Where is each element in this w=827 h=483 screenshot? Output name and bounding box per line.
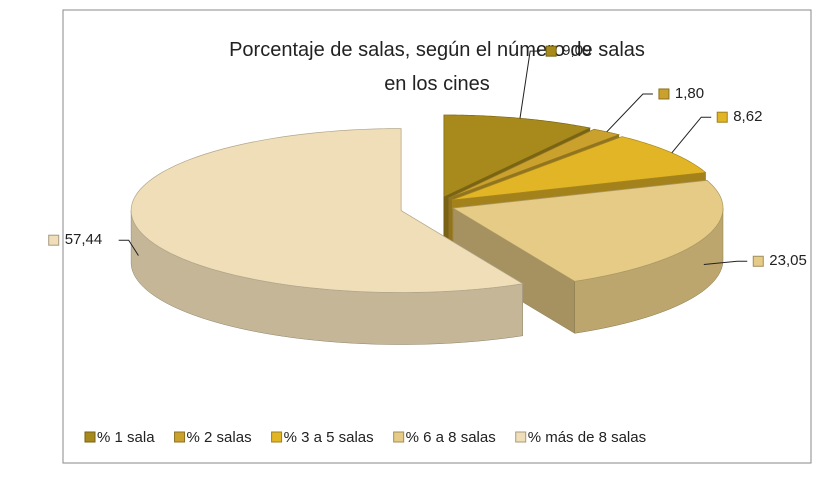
data-label: 57,44 [65, 231, 103, 248]
leader-line [703, 260, 748, 265]
legend-key [84, 431, 96, 443]
leader-line [519, 50, 541, 119]
data-label: 1,80 [675, 85, 704, 102]
label-key [752, 255, 764, 267]
label-key [658, 88, 670, 100]
legend-label: % 3 a 5 salas [284, 429, 374, 446]
label-key [48, 234, 60, 246]
legend-label: % 1 sala [97, 429, 155, 446]
leader-line [671, 116, 712, 154]
legend-label: % 6 a 8 salas [406, 429, 496, 446]
title-box: Porcentaje de salas, según el número de … [229, 39, 645, 95]
data-label: 8,62 [733, 108, 762, 125]
slice [451, 180, 724, 282]
legend-label: % 2 salas [187, 429, 252, 446]
label-key [545, 45, 557, 57]
legend-key [393, 431, 405, 443]
data-label: 23,05 [769, 252, 807, 269]
legend-key [174, 431, 186, 443]
chart-title: Porcentaje de salas, según el número de … [229, 39, 645, 95]
data-label: 9,09 [562, 42, 591, 59]
slice [130, 128, 524, 293]
label-key [716, 111, 728, 123]
legend-label: % más de 8 salas [528, 429, 646, 446]
legend-key [271, 431, 283, 443]
leader-line [118, 239, 139, 256]
leader-line [606, 93, 653, 133]
legend-key [515, 431, 527, 443]
